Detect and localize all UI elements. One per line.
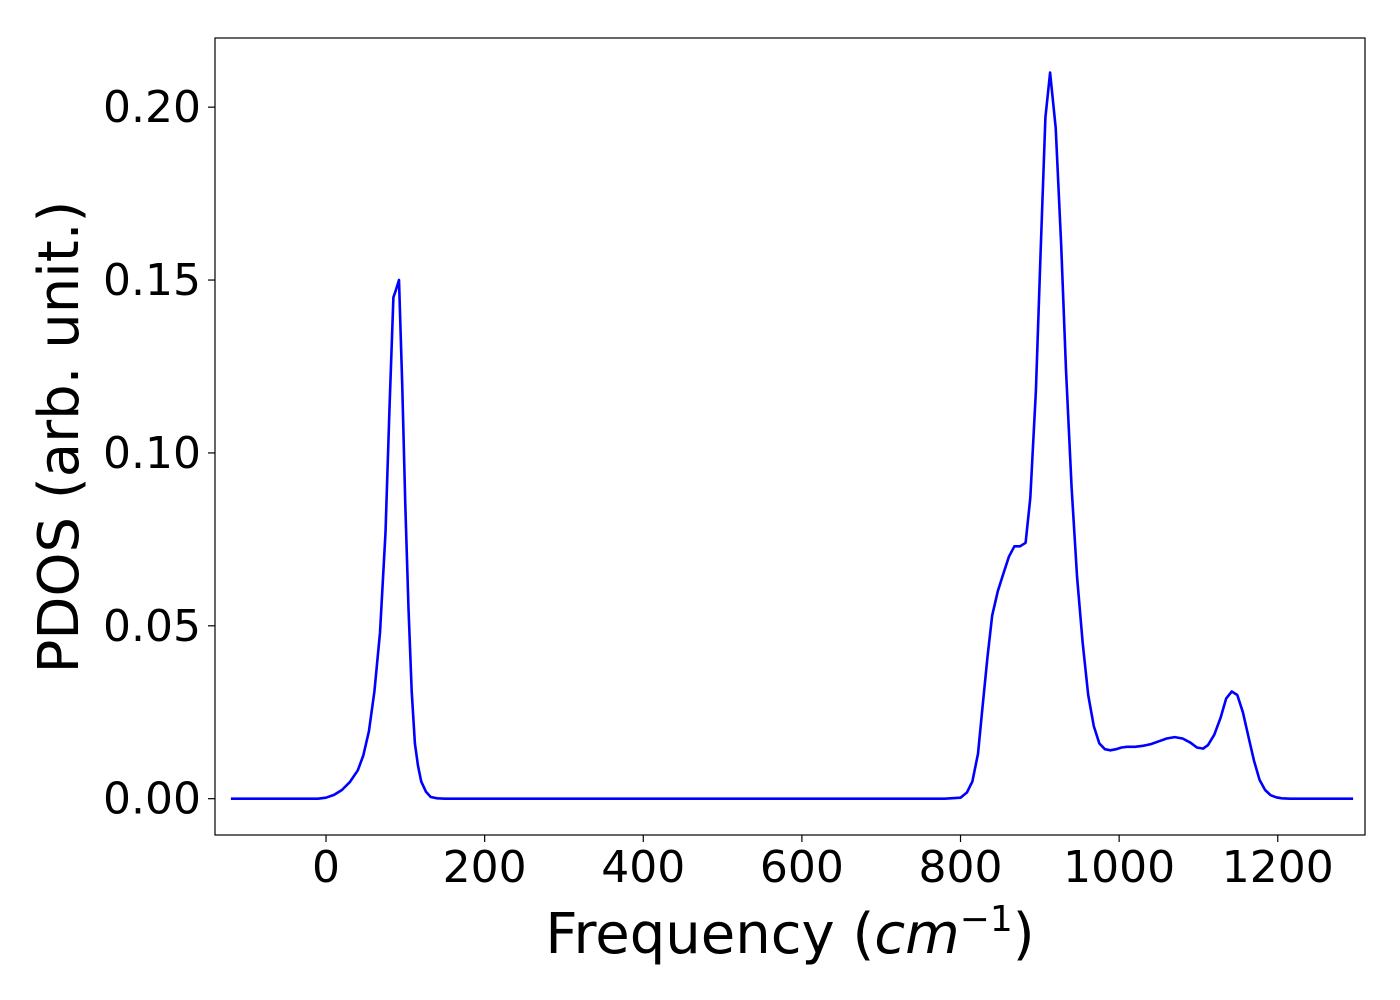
x-tick-label: 0	[312, 842, 340, 893]
pdos-series-line	[230, 71, 1354, 800]
y-tick-label: 0.00	[103, 774, 201, 825]
x-tick-label: 200	[443, 842, 527, 893]
x-axis-title: Frequency (cm−1)	[545, 899, 1034, 967]
y-tick-label: 0.20	[103, 82, 201, 133]
y-tick-label: 0.05	[103, 601, 201, 652]
plot-frame	[214, 37, 1366, 836]
x-tick-label: 1000	[1063, 842, 1175, 893]
y-axis-title: PDOS (arb. unit.)	[27, 201, 92, 674]
x-tick-label: 1200	[1222, 842, 1334, 893]
y-tick-label: 0.15	[103, 255, 201, 306]
x-tick-label: 800	[919, 842, 1003, 893]
y-axis: 0.00 0.05 0.10 0.15 0.20	[103, 82, 215, 825]
x-axis: 0 200 400 600 800 1000 1200	[312, 835, 1334, 893]
y-tick-label: 0.10	[103, 428, 201, 479]
x-tick-label: 400	[601, 842, 685, 893]
x-tick-label: 600	[760, 842, 844, 893]
